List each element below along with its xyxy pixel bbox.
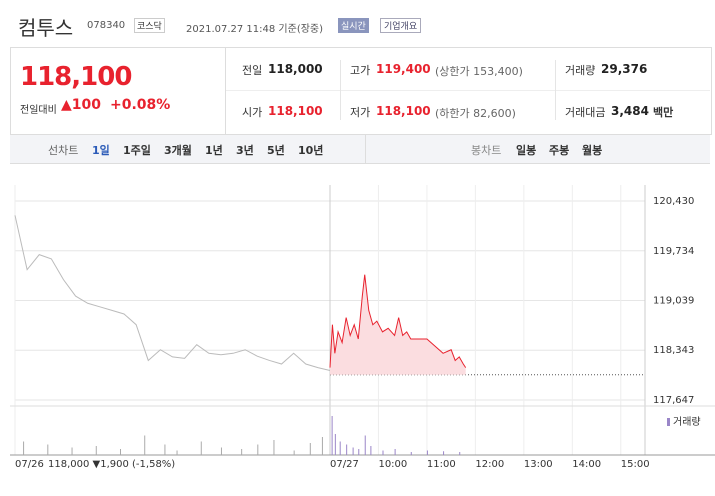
tab-label: 선차트 xyxy=(48,144,79,157)
area xyxy=(330,274,466,375)
quote-label: 거래대금 xyxy=(565,106,606,119)
quote-value: 118,000 xyxy=(268,62,323,76)
volume-bar xyxy=(309,443,311,455)
overview[interactable]: 기업개요 xyxy=(380,18,422,33)
tab-label: 봉차트 xyxy=(471,144,502,157)
volume-bar xyxy=(241,449,243,455)
quote-extra: (상한가 153,400) xyxy=(435,65,523,78)
volume-bar xyxy=(370,446,372,455)
quote-value: 29,376 xyxy=(601,62,648,76)
y-tick-label: 118,343 xyxy=(653,345,694,356)
volume-bar xyxy=(334,434,336,455)
realtime[interactable]: 실시간 xyxy=(338,18,369,33)
x-tick-label: 11:00 xyxy=(427,459,456,470)
volume-bar xyxy=(321,437,323,455)
volume-bar xyxy=(410,452,412,455)
x-tick-label: 15:00 xyxy=(621,459,650,470)
volume-bar xyxy=(220,447,222,455)
tab[interactable]: 10년 xyxy=(298,144,324,157)
stock-code: 078340 xyxy=(87,20,126,31)
y-tick-label: 119,734 xyxy=(653,246,694,257)
x-tick-label: 14:00 xyxy=(572,459,601,470)
tab[interactable]: 5년 xyxy=(267,144,285,157)
tab[interactable]: 일봉 xyxy=(516,144,537,157)
prev-summary: 118,000 ▼1,900 (-1,58%) xyxy=(48,459,175,470)
stock-name: 컴투스 xyxy=(18,16,74,40)
x-tick-label: 13:00 xyxy=(524,459,553,470)
quote-label: 전일 xyxy=(242,64,263,77)
volume-bar xyxy=(71,447,73,455)
quote-label: 저가 xyxy=(350,106,371,119)
volume-bar xyxy=(47,444,49,455)
x-tick-label: 12:00 xyxy=(475,459,504,470)
divider xyxy=(555,60,556,120)
volume-bar xyxy=(352,447,354,455)
volume-bar xyxy=(95,446,97,455)
price: 118,100 xyxy=(20,62,132,92)
volume-bar xyxy=(200,441,202,455)
diff: ▲100 xyxy=(61,97,101,113)
quote-label: 고가 xyxy=(350,64,371,77)
tab[interactable]: 주봉 xyxy=(549,144,570,157)
tab[interactable]: 월봉 xyxy=(582,144,603,157)
volume-bar xyxy=(459,452,461,455)
volume-bar xyxy=(144,435,146,455)
volume-bar xyxy=(257,444,259,455)
quote-value: 118,100 xyxy=(268,104,323,118)
tab[interactable]: 1주일 xyxy=(123,144,151,157)
volume-bar xyxy=(164,444,166,455)
volume-bar xyxy=(293,450,295,455)
row-divider xyxy=(226,90,710,91)
quote-box xyxy=(10,47,712,135)
quote-label: 거래량 xyxy=(565,64,596,77)
tab-bar xyxy=(10,135,710,164)
volume-bar xyxy=(120,449,121,455)
tab[interactable]: 1년 xyxy=(205,144,223,157)
x-tick-label: 07/27 xyxy=(330,459,359,470)
tab[interactable]: 3개월 xyxy=(164,144,192,157)
volume-bar xyxy=(339,441,341,455)
legend-label: 거래량 xyxy=(673,416,701,428)
quote-extra: (하한가 82,600) xyxy=(435,107,516,120)
time: 2021.07.27 11:48 기준(장중) xyxy=(186,24,324,35)
line xyxy=(14,215,331,371)
y-tick-label: 117,647 xyxy=(653,395,694,406)
divider xyxy=(225,48,226,134)
volume-bar xyxy=(23,441,25,455)
y-tick-label: 119,039 xyxy=(653,295,694,306)
volume-bar xyxy=(382,450,384,455)
volume-bar xyxy=(176,450,178,455)
x-tick-label: 07/26 xyxy=(15,459,44,470)
line xyxy=(329,274,467,368)
divider xyxy=(365,135,366,164)
y-tick-label: 120,430 xyxy=(653,196,694,207)
quote-unit: 백만 xyxy=(653,106,674,119)
quote-label: 시가 xyxy=(242,106,263,119)
legend-swatch xyxy=(667,418,670,426)
volume-bar xyxy=(273,440,275,455)
x-tick-label: 10:00 xyxy=(378,459,407,470)
volume-bar xyxy=(426,450,428,455)
diff-label: 전일대비 xyxy=(20,105,57,116)
volume-bar xyxy=(443,451,445,455)
volume-bar xyxy=(346,444,348,455)
divider xyxy=(340,60,341,120)
chart: 117,647 118,343 119,039 119,734 120,430 07/26… xyxy=(10,185,715,470)
volume-bar xyxy=(394,449,396,455)
quote-value: 3,484 xyxy=(611,104,649,118)
market: 코스닥 xyxy=(134,18,165,33)
volume-bar xyxy=(364,435,366,455)
tab[interactable]: 1일 xyxy=(92,144,110,157)
volume-bar xyxy=(358,449,360,455)
rate: +0.08% xyxy=(110,97,171,113)
volume-bar xyxy=(331,416,333,455)
quote-value: 118,100 xyxy=(376,104,431,118)
tab[interactable]: 3년 xyxy=(236,144,254,157)
quote-value: 119,400 xyxy=(376,62,431,76)
